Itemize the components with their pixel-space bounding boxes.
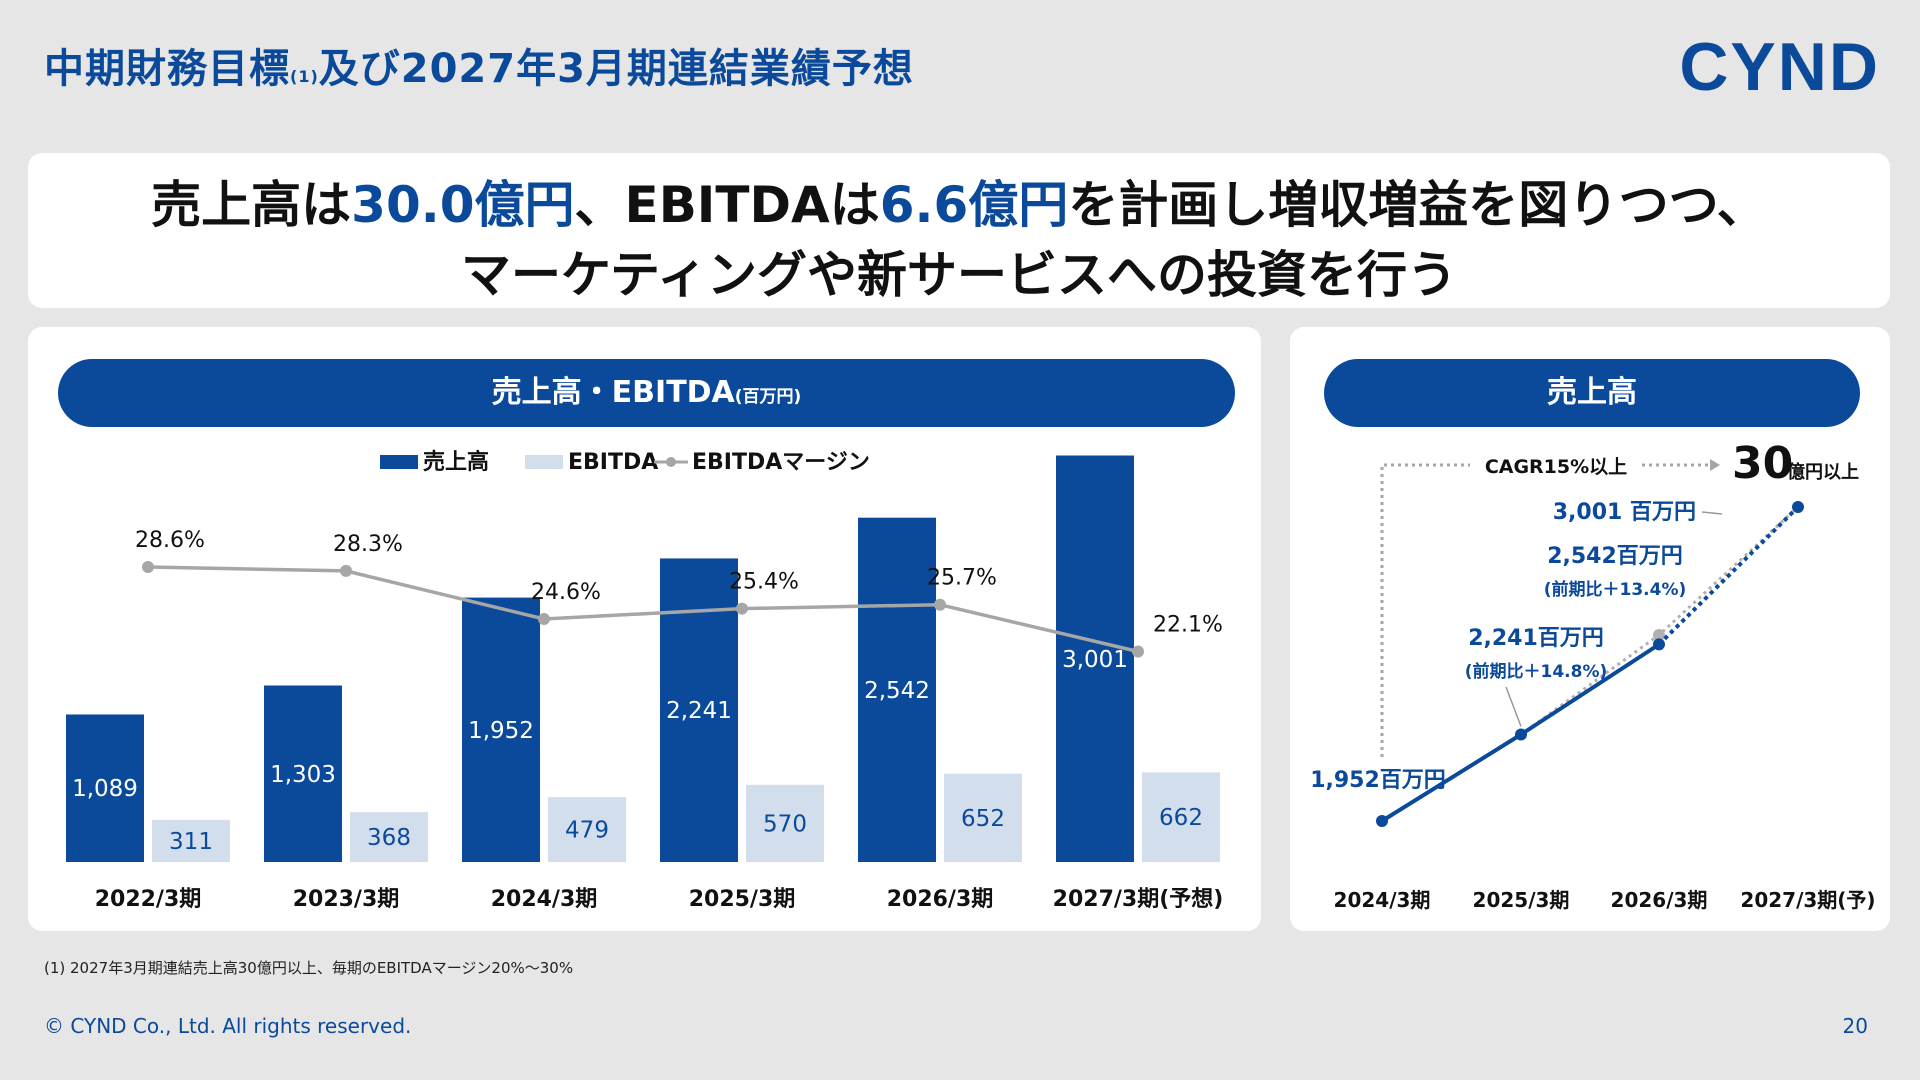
margin-data-label: 28.3% [333,532,403,557]
legend-sales-label: 売上高 [423,449,489,475]
headline-line-2: マーケティングや新サービスへの投資を行う [461,246,1457,304]
cagr-arrow-head [1710,459,1720,471]
headline-card: 売上高は30.0億円、EBITDAは6.6億円を計画し増収増益を図りつつ、 マー… [28,153,1890,308]
sales-ebitda-card: 売上高・EBITDA(百万円) 売上高 EBITDA EBITDAマージン 1,089… [28,327,1261,931]
margin-data-label: 22.1% [1153,613,1223,638]
sales-ebitda-unit: (百万円) [734,387,802,407]
margin-data-label: 25.4% [729,570,799,595]
sales-data-label: 2,241 [666,698,732,724]
ebitda-data-label: 368 [367,825,411,851]
headline-text-c: 、EBITDAは [574,176,880,234]
alt-plan-point [1653,629,1665,641]
sales-growth-title-pill: 売上高 [1324,359,1860,427]
ebitda-data-label: 479 [565,818,609,844]
headline-text-a: 売上高は [151,176,352,234]
margin-point [1132,645,1144,658]
page-title: 中期財務目標(1)及び2027年3月期連結業績予想 [44,36,914,94]
ebitda-bar [152,819,230,862]
target-unit: 億円以上 [1787,461,1859,483]
yoy-growth-label: (前期比＋14.8%) [1465,661,1608,682]
sales-growth-label: 2,241百万円 [1468,626,1604,651]
yoy-growth-label: (前期比＋13.4%) [1544,579,1687,600]
sales-growth-point [1792,501,1804,513]
x-tick-label: 2023/3期 [293,887,400,912]
legend-sales-swatch [380,455,418,469]
ebitda-data-label: 570 [763,811,807,837]
x-tick-label: 2027/3期(予想) [1053,887,1224,912]
leader-line [1701,511,1723,515]
margin-point [340,564,352,577]
x-tick-label: 2026/3期 [887,887,994,912]
margin-data-label: 28.6% [135,528,205,553]
sales-growth-chart: CAGR15%以上 30億円以上 1,952百万円 2,241百万円 (前期比＋14.8… [1310,438,1875,912]
page-number: 20 [1842,1014,1868,1038]
page-title-footnote-mark: (1) [290,67,319,86]
sales-data-label: 3,001 [1062,647,1128,673]
headline-line-1: 売上高は30.0億円、EBITDAは6.6億円を計画し増収増益を図りつつ、 [28,165,1890,237]
ebitda-bar [746,784,824,862]
ebitda-bar [944,773,1022,862]
sales-growth-label: 3,001 百万円 [1553,500,1696,525]
sales-growth-point [1376,815,1388,827]
ebitda-bar [548,797,626,862]
legend-margin-label: EBITDAマージン [692,450,870,475]
sales-bar [462,597,540,862]
x-tick-label: 2027/3期(予) [1740,888,1875,912]
headline-text-e: を計画し増収増益を図りつつ、 [1068,176,1767,234]
headline-sales-target: 30.0億円 [351,176,575,234]
sales-growth-label: 1,952百万円 [1310,768,1446,793]
margin-line [147,565,1139,654]
leader-line [1505,686,1522,727]
sales-data-label: 2,542 [864,678,930,704]
legend-ebitda-swatch [525,455,563,469]
sales-bar [1056,455,1134,862]
cagr-bracket [1380,463,1470,757]
sales-ebitda-title-pill: 売上高・EBITDA(百万円) [58,359,1235,427]
sales-data-label: 1,303 [270,762,336,788]
x-tick-label: 2024/3期 [1334,888,1431,912]
sales-ebitda-title: 売上高・EBITDA [491,375,735,410]
margin-point [142,561,154,573]
x-tick-label: 2026/3期 [1611,888,1708,912]
sales-growth-title: 売上高 [1547,375,1637,410]
margin-point [934,598,946,611]
ebitda-bar [350,812,428,862]
x-tick-label: 2025/3期 [1473,888,1570,912]
legend-margin-swatch-dot [666,457,676,467]
page-title-rest: 及び2027年3月期連結業績予想 [318,46,914,92]
copyright: © CYND Co., Ltd. All rights reserved. [44,1014,412,1038]
cynd-logo: CYND [1679,29,1880,105]
sales-bar [264,685,342,862]
ebitda-data-label: 311 [169,829,213,855]
x-tick-label: 2025/3期 [689,887,796,912]
sales-bar [858,517,936,862]
alt-plan-line [1520,505,1800,736]
sales-forecast-line [1657,505,1800,646]
sales-data-label: 1,952 [468,718,534,744]
ebitda-data-label: 652 [961,806,1005,832]
margin-point [736,602,748,615]
ebitda-data-label: 662 [1159,805,1203,831]
page-title-main: 中期財務目標 [44,46,290,92]
margin-point [538,613,550,625]
x-tick-label: 2024/3期 [491,887,598,912]
headline-ebitda-target: 6.6億円 [879,176,1069,234]
sales-data-label: 1,089 [72,776,138,802]
sales-growth-point [1515,728,1527,741]
sales-bar [66,714,144,862]
target-value: 30 [1732,438,1793,489]
sales-growth-label: 2,542百万円 [1547,544,1683,569]
footnote: (1) 2027年3月期連結売上高30億円以上、毎期のEBITDAマージン20%… [44,959,574,977]
ebitda-bar [1142,772,1220,862]
margin-data-label: 25.7% [927,566,997,591]
cagr-label: CAGR15%以上 [1485,456,1627,478]
x-tick-label: 2022/3期 [95,887,202,912]
sales-growth-card: 売上高 CAGR15%以上 30 億円以上 1,952百万円 2,241百万円 (前期比＋… [1290,327,1890,931]
sales-ebitda-chart: 売上高 EBITDA EBITDAマージン 1,089 311 2022/3期 1,303 3… [66,449,1224,912]
sales-growth-point [1653,638,1665,651]
legend-ebitda-label: EBITDA [568,450,658,475]
margin-data-label: 24.6% [531,580,601,605]
